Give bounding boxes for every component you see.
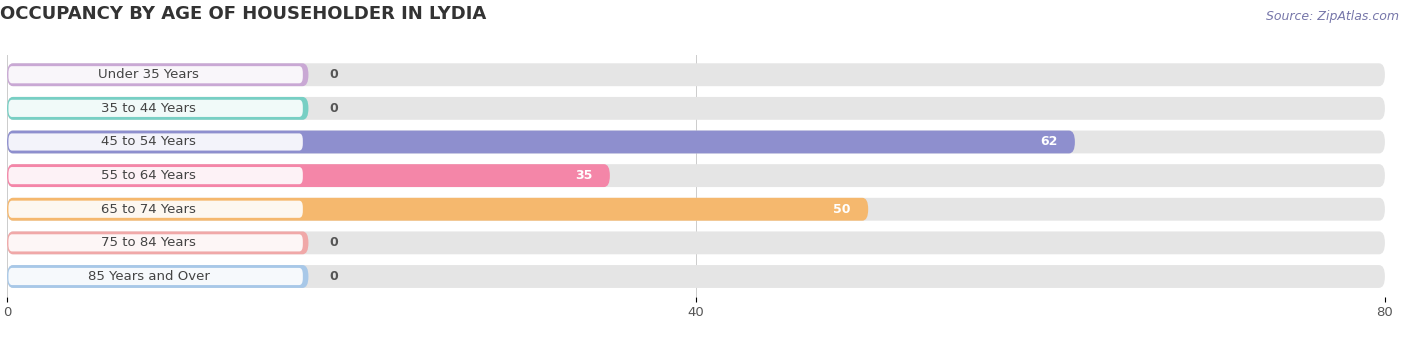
Text: 75 to 84 Years: 75 to 84 Years bbox=[101, 236, 195, 249]
Text: OCCUPANCY BY AGE OF HOUSEHOLDER IN LYDIA: OCCUPANCY BY AGE OF HOUSEHOLDER IN LYDIA bbox=[0, 5, 486, 23]
Text: 85 Years and Over: 85 Years and Over bbox=[87, 270, 209, 283]
FancyBboxPatch shape bbox=[8, 133, 302, 151]
FancyBboxPatch shape bbox=[8, 66, 302, 83]
Text: 65 to 74 Years: 65 to 74 Years bbox=[101, 203, 195, 216]
FancyBboxPatch shape bbox=[8, 268, 302, 285]
FancyBboxPatch shape bbox=[8, 234, 302, 251]
FancyBboxPatch shape bbox=[8, 100, 302, 117]
Text: 45 to 54 Years: 45 to 54 Years bbox=[101, 135, 195, 148]
FancyBboxPatch shape bbox=[7, 97, 1385, 120]
FancyBboxPatch shape bbox=[8, 201, 302, 218]
FancyBboxPatch shape bbox=[7, 265, 1385, 288]
FancyBboxPatch shape bbox=[7, 198, 869, 221]
FancyBboxPatch shape bbox=[7, 131, 1074, 153]
FancyBboxPatch shape bbox=[7, 164, 610, 187]
Text: 0: 0 bbox=[329, 68, 337, 81]
Text: 62: 62 bbox=[1040, 135, 1057, 148]
FancyBboxPatch shape bbox=[8, 167, 302, 184]
Text: 0: 0 bbox=[329, 236, 337, 249]
FancyBboxPatch shape bbox=[7, 97, 308, 120]
Text: 50: 50 bbox=[834, 203, 851, 216]
FancyBboxPatch shape bbox=[7, 164, 1385, 187]
Text: 55 to 64 Years: 55 to 64 Years bbox=[101, 169, 195, 182]
FancyBboxPatch shape bbox=[7, 131, 1385, 153]
FancyBboxPatch shape bbox=[7, 63, 308, 86]
Text: Source: ZipAtlas.com: Source: ZipAtlas.com bbox=[1265, 10, 1399, 23]
FancyBboxPatch shape bbox=[7, 232, 308, 254]
Text: 35: 35 bbox=[575, 169, 593, 182]
Text: Under 35 Years: Under 35 Years bbox=[98, 68, 200, 81]
Text: 35 to 44 Years: 35 to 44 Years bbox=[101, 102, 195, 115]
Text: 0: 0 bbox=[329, 102, 337, 115]
FancyBboxPatch shape bbox=[7, 265, 308, 288]
FancyBboxPatch shape bbox=[7, 232, 1385, 254]
Text: 0: 0 bbox=[329, 270, 337, 283]
FancyBboxPatch shape bbox=[7, 63, 1385, 86]
FancyBboxPatch shape bbox=[7, 198, 1385, 221]
